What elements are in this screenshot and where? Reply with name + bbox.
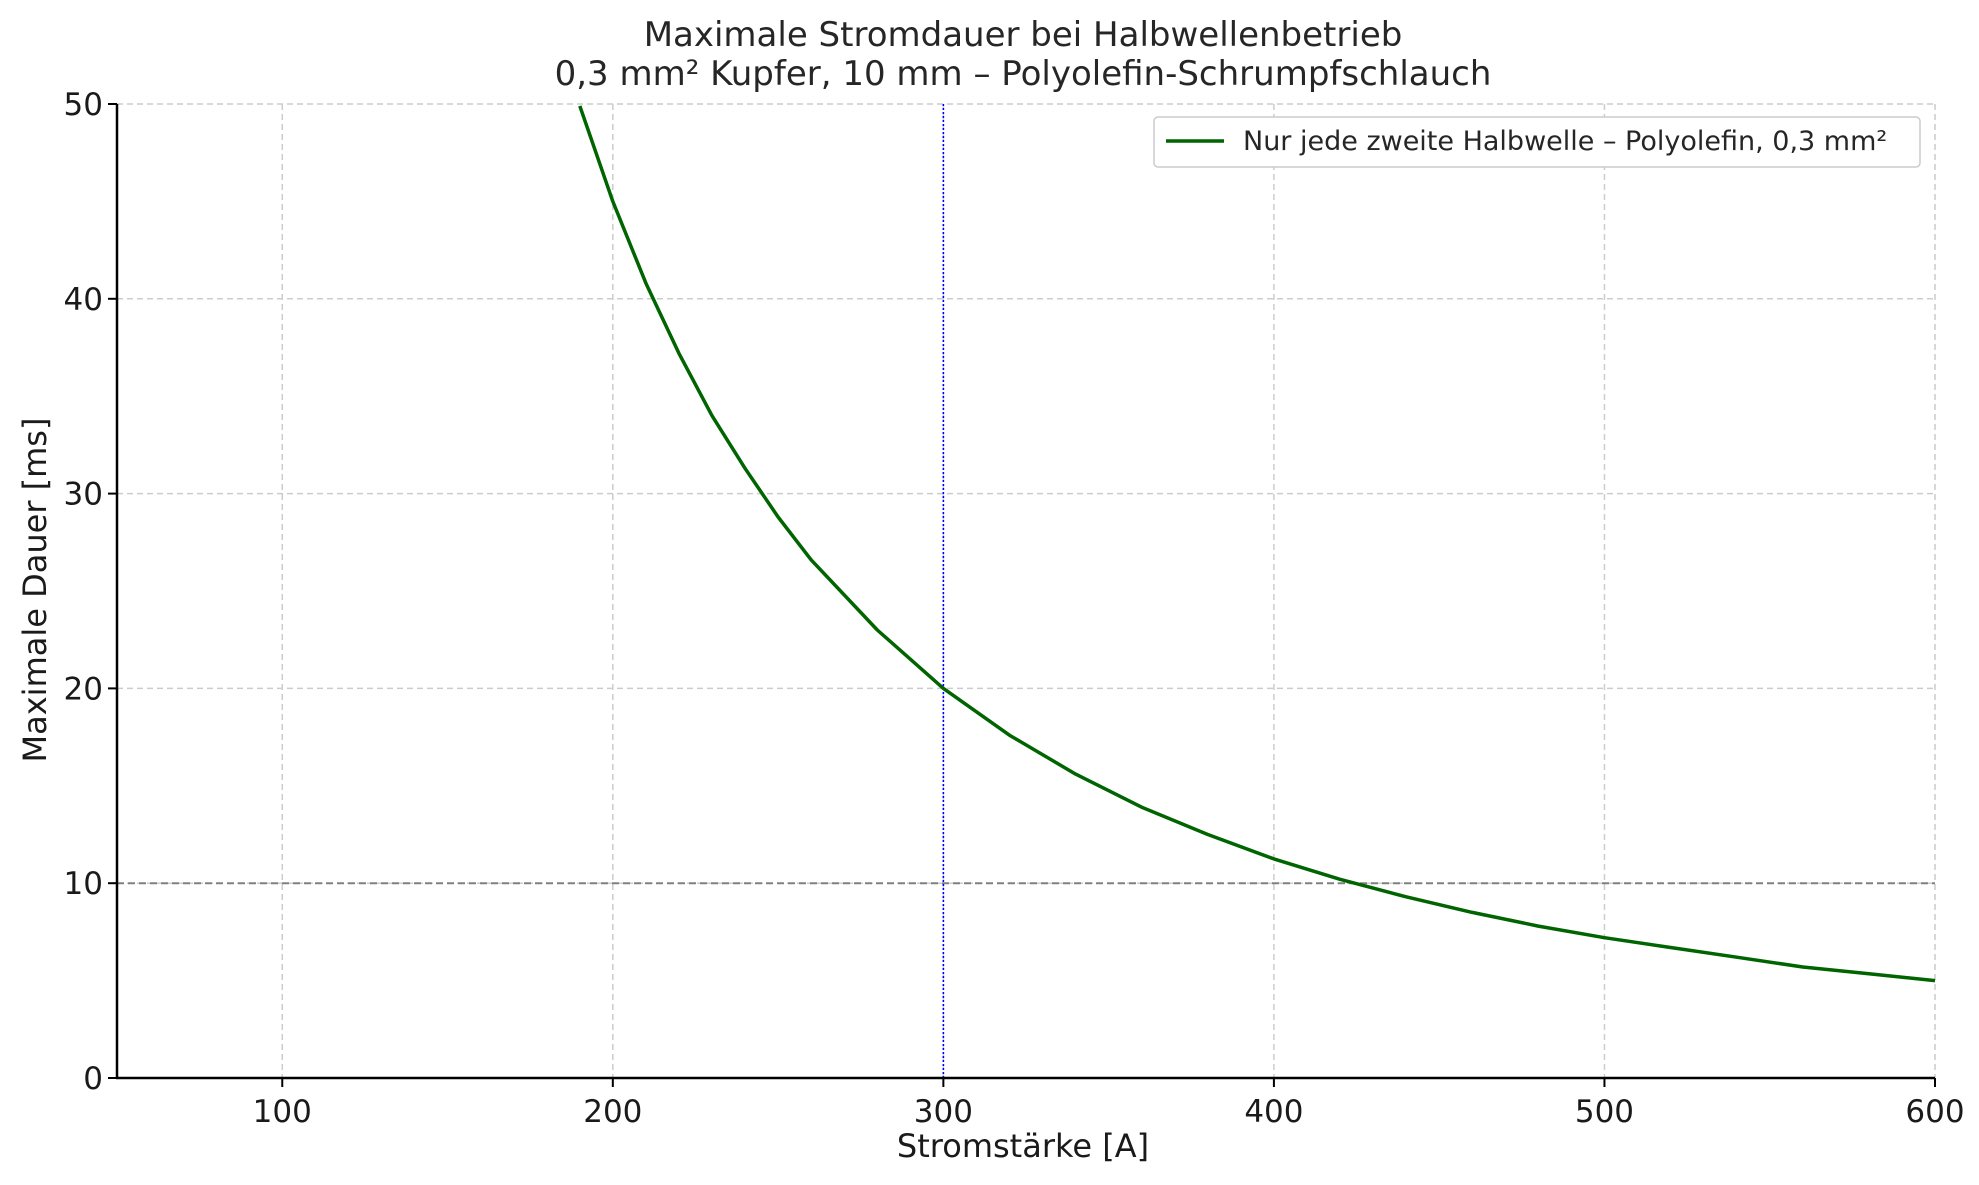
x-axis-label: Stromstärke [A] — [897, 1127, 1149, 1165]
legend-label: Nur jede zweite Halbwelle – Polyolefin, … — [1243, 126, 1887, 157]
y-tick-label: 40 — [64, 282, 103, 318]
axes — [108, 103, 1936, 1087]
x-tick-label: 500 — [1575, 1094, 1634, 1130]
tick-labels: 100 200 300 400 500 600 0 10 20 30 40 50 — [64, 87, 1965, 1130]
y-tick-label: 20 — [64, 671, 103, 707]
y-tick-label: 0 — [83, 1061, 103, 1097]
legend-box — [1153, 116, 1921, 168]
x-tick-label: 600 — [1905, 1094, 1964, 1130]
series-layer — [578, 105, 1936, 983]
reference-lines — [117, 104, 1935, 1078]
y-axis-label: Maximale Dauer [ms] — [16, 418, 54, 763]
x-tick-label: 100 — [253, 1094, 312, 1130]
y-tick-label: 10 — [64, 866, 103, 902]
y-tick-label: 50 — [64, 87, 103, 123]
x-tick-label: 300 — [914, 1094, 973, 1130]
chart-title: Maximale Stromdauer bei Halbwellenbetrie… — [644, 15, 1403, 55]
chart-subtitle: 0,3 mm² Kupfer, 10 mm – Polyolefin-Schru… — [555, 54, 1492, 94]
series-line — [578, 105, 1936, 983]
x-tick-label: 200 — [583, 1094, 642, 1130]
y-tick-label: 30 — [64, 477, 103, 513]
x-tick-label: 400 — [1244, 1094, 1303, 1130]
legend: Nur jede zweite Halbwelle – Polyolefin, … — [1153, 116, 1921, 168]
